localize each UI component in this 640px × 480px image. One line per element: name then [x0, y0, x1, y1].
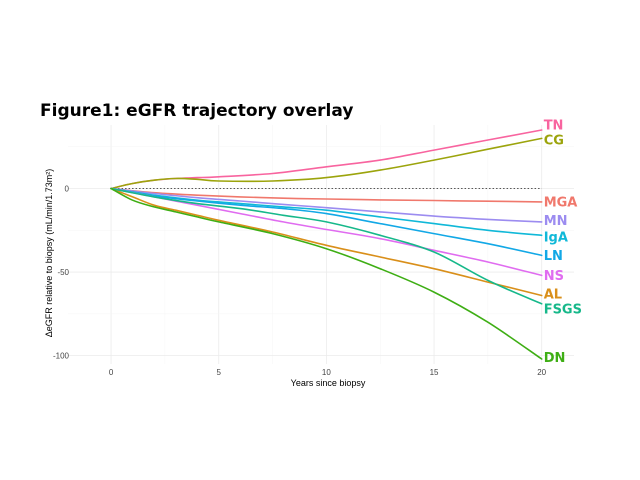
x-tick-label: 5	[216, 368, 221, 377]
series-label-fsgs: FSGS	[544, 302, 582, 317]
series-label-ns: NS	[544, 269, 564, 284]
x-tick-label: 10	[322, 368, 331, 377]
y-axis-label: ΔeGFR relative to biopsy (mL/min/1.73m²)	[44, 169, 54, 338]
series-lines	[110, 129, 543, 360]
series-line-mga	[110, 187, 543, 203]
series-line-mn	[110, 187, 543, 223]
series-label-dn: DN	[544, 351, 566, 366]
series-label-tn: TN	[544, 119, 564, 134]
series-label-mga: MGA	[544, 195, 578, 210]
x-axis-label: Years since biopsy	[291, 378, 366, 388]
y-tick-label: -100	[53, 352, 70, 361]
series-label-cg: CG	[544, 134, 564, 149]
y-tick-label: -50	[57, 268, 69, 277]
x-tick-label: 15	[430, 368, 439, 377]
series-line-al	[110, 187, 543, 297]
y-axis-ticks: 0 -50 -100	[53, 185, 70, 361]
series-label-mn: MN	[544, 214, 568, 229]
series-label-ln: LN	[544, 249, 563, 264]
series-line-ln	[110, 187, 543, 257]
chart-title: Figure1: eGFR trajectory overlay	[40, 101, 353, 121]
series-line-dn	[110, 187, 543, 360]
series-label-iga: IgA	[544, 230, 568, 245]
series-line-fsgs	[110, 187, 543, 305]
series-line-iga	[110, 187, 543, 237]
y-tick-label: 0	[65, 185, 70, 194]
x-axis-ticks: 0 5 10 15 20	[109, 368, 547, 377]
x-tick-label: 20	[537, 368, 546, 377]
series-label-al: AL	[544, 287, 562, 302]
series-line-cg	[110, 137, 543, 190]
x-tick-label: 0	[109, 368, 114, 377]
